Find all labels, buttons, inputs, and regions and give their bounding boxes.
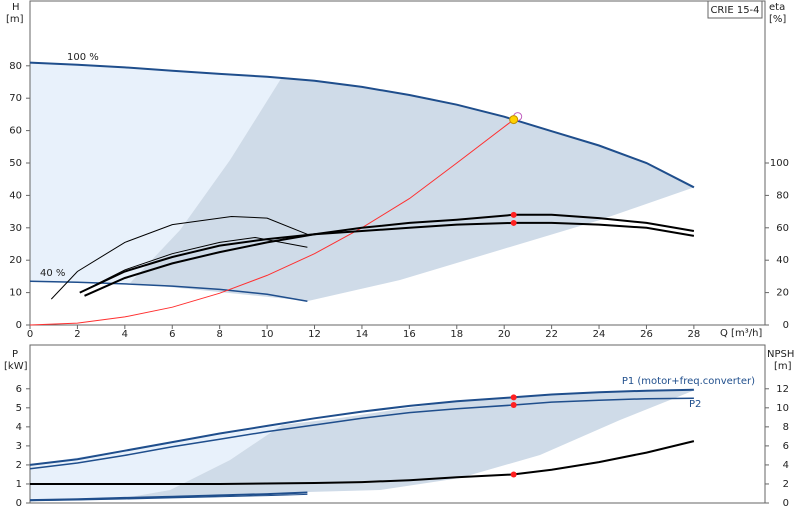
y2-tick-label: 0 xyxy=(783,320,789,331)
duty-marker xyxy=(510,401,517,408)
y-tick-label: 30 xyxy=(9,223,22,234)
curve-label: P2 xyxy=(689,399,701,410)
y2-axis-label: eta xyxy=(769,2,785,13)
y-tick-label: 5 xyxy=(16,403,22,414)
y-tick-label: 6 xyxy=(16,384,22,395)
x-tick-label: 24 xyxy=(593,329,606,340)
y2-tick-label: 80 xyxy=(776,190,789,201)
x-tick-label: 26 xyxy=(640,329,653,340)
y2-axis-unit: [m] xyxy=(774,361,792,372)
x-tick-label: 28 xyxy=(688,329,701,340)
curve-label: 100 % xyxy=(67,52,99,63)
duty-marker xyxy=(510,471,517,478)
duty-marker xyxy=(509,115,519,125)
y-tick-label: 20 xyxy=(9,255,22,266)
x-tick-label: 2 xyxy=(74,329,80,340)
curve-label: 40 % xyxy=(40,268,65,279)
curve xyxy=(29,491,308,502)
curve xyxy=(79,236,308,294)
light-region xyxy=(30,62,282,283)
duty-marker xyxy=(510,219,517,226)
y2-tick-label: 4 xyxy=(783,460,789,471)
y2-tick-label: 20 xyxy=(776,288,789,299)
y-tick-label: 0 xyxy=(16,320,22,331)
y2-tick-label: 2 xyxy=(783,479,789,490)
x-tick-label: 14 xyxy=(356,329,369,340)
y2-tick-label: 6 xyxy=(783,441,789,452)
y2-tick-label: 0 xyxy=(783,498,789,509)
curve xyxy=(29,61,695,189)
x-tick-label: 12 xyxy=(308,329,321,340)
x-tick-label: 6 xyxy=(169,329,175,340)
y-tick-label: 4 xyxy=(16,422,22,433)
plot-frame xyxy=(29,344,766,504)
y2-tick-label: 8 xyxy=(783,422,789,433)
y2-axis-label: NPSH xyxy=(767,349,794,360)
y-axis-unit: [kW] xyxy=(4,361,28,372)
y2-tick-label: 40 xyxy=(776,255,789,266)
y-tick-label: 10 xyxy=(9,288,22,299)
x-tick-label: 4 xyxy=(122,329,128,340)
y-tick-label: 50 xyxy=(9,158,22,169)
curve xyxy=(50,215,308,300)
y-axis-unit: [m] xyxy=(6,14,24,25)
curve xyxy=(30,440,695,485)
duty-marker xyxy=(510,211,517,218)
x-tick-label: 8 xyxy=(216,329,222,340)
operating-region xyxy=(130,390,695,497)
x-axis-label: Q [m³/h] xyxy=(720,328,762,339)
curve xyxy=(29,388,694,466)
y-tick-label: 3 xyxy=(16,441,22,452)
y-tick-label: 60 xyxy=(9,126,22,137)
title-box xyxy=(707,0,763,19)
light-region xyxy=(30,425,282,499)
curve xyxy=(79,221,695,294)
curve-label: P1 (motor+freq.converter) xyxy=(622,376,755,387)
y2-tick-label: 60 xyxy=(776,223,789,234)
y2-tick-label: 100 xyxy=(770,158,789,169)
curve xyxy=(29,397,694,470)
curve xyxy=(29,119,515,326)
y-tick-label: 70 xyxy=(9,93,22,104)
x-tick-label: 10 xyxy=(261,329,274,340)
x-tick-label: 0 xyxy=(27,329,33,340)
y-tick-label: 0 xyxy=(16,498,22,509)
y-tick-label: 80 xyxy=(9,61,22,72)
duty-marker xyxy=(510,394,517,401)
y2-axis-unit: [%] xyxy=(769,14,786,25)
operating-region xyxy=(130,77,695,301)
y2-tick-label: 12 xyxy=(776,384,789,395)
x-tick-label: 20 xyxy=(498,329,511,340)
curve xyxy=(29,280,308,303)
y2-tick-label: 10 xyxy=(776,403,789,414)
x-tick-label: 16 xyxy=(403,329,416,340)
x-tick-label: 18 xyxy=(450,329,463,340)
y-axis-label: P xyxy=(12,349,18,360)
y-tick-label: 2 xyxy=(16,460,22,471)
y-axis-label: H xyxy=(12,2,20,13)
y-tick-label: 1 xyxy=(16,479,22,490)
curve xyxy=(29,493,308,502)
y-tick-label: 40 xyxy=(9,190,22,201)
x-tick-label: 22 xyxy=(545,329,558,340)
curve xyxy=(84,213,695,297)
chart-title: CRIE 15-4 xyxy=(710,5,759,16)
